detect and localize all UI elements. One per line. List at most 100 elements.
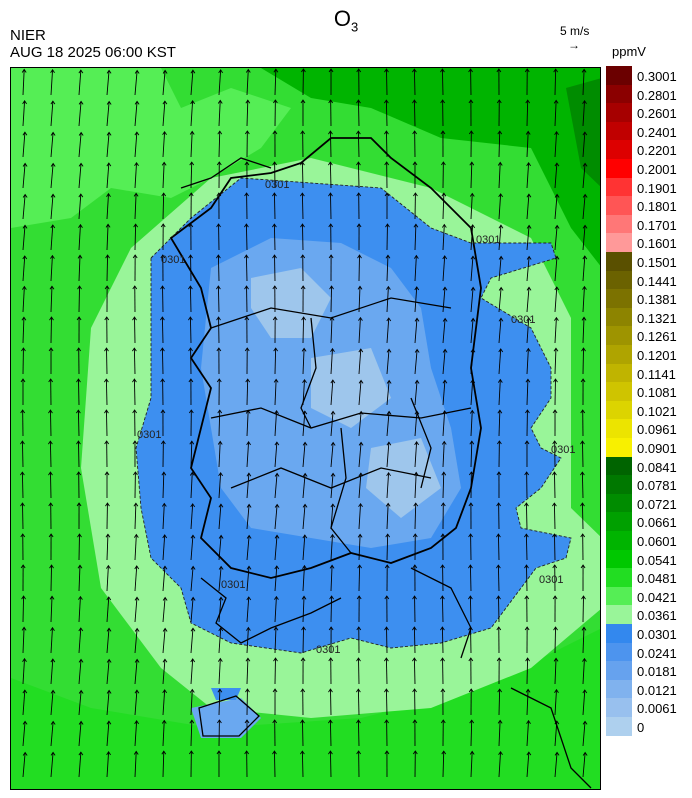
wind-arrow <box>134 193 137 220</box>
wind-arrow-head <box>328 99 334 104</box>
wind-arrow-head <box>330 347 335 352</box>
wind-arrow <box>217 255 220 282</box>
wind-arrow-head <box>188 285 193 290</box>
wind-arrow-head <box>440 99 445 104</box>
wind-arrow <box>22 225 26 251</box>
wind-arrow-head <box>300 223 305 228</box>
wind-arrow <box>50 69 54 96</box>
wind-arrow-head <box>49 285 55 290</box>
wind-arrow <box>470 224 474 251</box>
wind-arrow <box>582 658 585 685</box>
wind-arrow-head <box>412 533 418 538</box>
wind-arrow-head <box>160 254 166 259</box>
wind-arrow-head <box>104 347 109 352</box>
ozone-map: 0301 0301 0301 0301 0301 0301 0301 0301 … <box>10 67 601 790</box>
wind-arrow-head <box>106 564 111 569</box>
wind-arrow-head <box>246 441 251 446</box>
wind-arrow <box>442 349 446 375</box>
wind-arrow-head <box>356 719 361 724</box>
wind-arrow-head <box>469 750 475 755</box>
wind-arrow <box>330 286 333 313</box>
wind-arrow <box>78 132 82 158</box>
wind-arrow <box>302 473 306 499</box>
wind-arrow-head <box>246 626 251 631</box>
wind-arrow-head <box>244 347 250 352</box>
wind-arrow <box>246 473 250 499</box>
wind-arrow <box>162 101 166 127</box>
wind-arrow <box>50 225 54 251</box>
wind-arrow-head <box>161 161 167 166</box>
wind-arrow-head <box>300 130 306 135</box>
green-zone-south <box>11 628 600 789</box>
wind-arrow-head <box>190 658 196 663</box>
wind-arrow-head <box>580 378 586 383</box>
wind-arrow-head <box>469 440 475 445</box>
north-border <box>180 157 272 189</box>
unit-label: ppmV <box>612 44 646 59</box>
wind-arrow <box>190 628 194 654</box>
wind-arrow-head <box>216 192 222 197</box>
wind-arrow-head <box>160 285 165 290</box>
wind-arrow-head <box>497 161 503 166</box>
wind-arrow-head <box>21 347 26 352</box>
wind-arrow-head <box>217 99 223 104</box>
wind-arrow <box>273 193 276 220</box>
wind-arrow-head <box>582 131 588 136</box>
wind-arrow <box>413 69 416 96</box>
wind-arrow <box>133 348 136 375</box>
wind-arrow <box>302 596 305 623</box>
legend-label: 0.3001 <box>637 69 677 84</box>
wind-arrow-head <box>50 720 56 725</box>
south-coast-outline <box>200 577 342 644</box>
wind-arrow-head <box>552 440 558 445</box>
jeju-island <box>191 698 261 738</box>
wind-arrow-head <box>106 720 112 725</box>
northwest-land <box>11 68 291 228</box>
wind-arrow-head <box>78 720 84 725</box>
wind-arrow-head <box>468 471 474 476</box>
wind-arrow-head <box>386 410 392 415</box>
wind-arrow-head <box>328 68 334 73</box>
wind-arrow-head <box>328 688 333 693</box>
wind-arrow-head <box>440 68 445 73</box>
wind-arrow-head <box>414 410 420 415</box>
wind-arrow <box>358 565 361 592</box>
wind-arrow <box>526 565 528 592</box>
wind-arrow <box>358 411 362 437</box>
wind-arrow <box>330 689 332 716</box>
wind-arrow-head <box>106 192 111 197</box>
wind-arrow-head <box>468 130 474 135</box>
wind-arrow-head <box>526 751 532 756</box>
wind-arrow-head <box>524 564 529 569</box>
wind-arrow-head <box>188 750 194 755</box>
wind-arrow <box>189 286 192 313</box>
wind-arrow-head <box>48 502 54 507</box>
wind-arrow-head <box>134 161 139 167</box>
province-border-6 <box>410 397 432 489</box>
title-main: O <box>333 6 351 31</box>
wind-arrow-head <box>273 626 279 631</box>
wind-arrow-head <box>48 409 53 414</box>
wind-arrow-head <box>190 69 196 74</box>
wind-arrow-head <box>189 161 195 166</box>
wind-arrow-head <box>553 99 559 104</box>
wind-arrow-head <box>300 161 305 166</box>
legend-swatch <box>606 233 632 252</box>
japan-coastline <box>510 687 592 789</box>
wind-arrow <box>78 70 82 96</box>
wind-arrow-head <box>22 285 27 290</box>
wind-arrow-head <box>301 595 307 600</box>
wind-arrow-head <box>20 502 25 507</box>
wind-arrow-head <box>22 131 28 136</box>
wind-arrow-head <box>554 720 560 725</box>
wind-arrow <box>245 224 248 251</box>
wind-arrow-head <box>216 254 221 259</box>
wind-arrow <box>330 565 333 592</box>
wind-arrow-head <box>553 657 559 662</box>
wind-arrow <box>78 752 82 778</box>
wind-arrow <box>106 348 108 375</box>
wind-arrow-head <box>302 472 308 477</box>
wind-arrow-head <box>330 379 336 384</box>
wind-arrow-head <box>470 224 476 229</box>
wind-arrow-head <box>414 286 420 291</box>
